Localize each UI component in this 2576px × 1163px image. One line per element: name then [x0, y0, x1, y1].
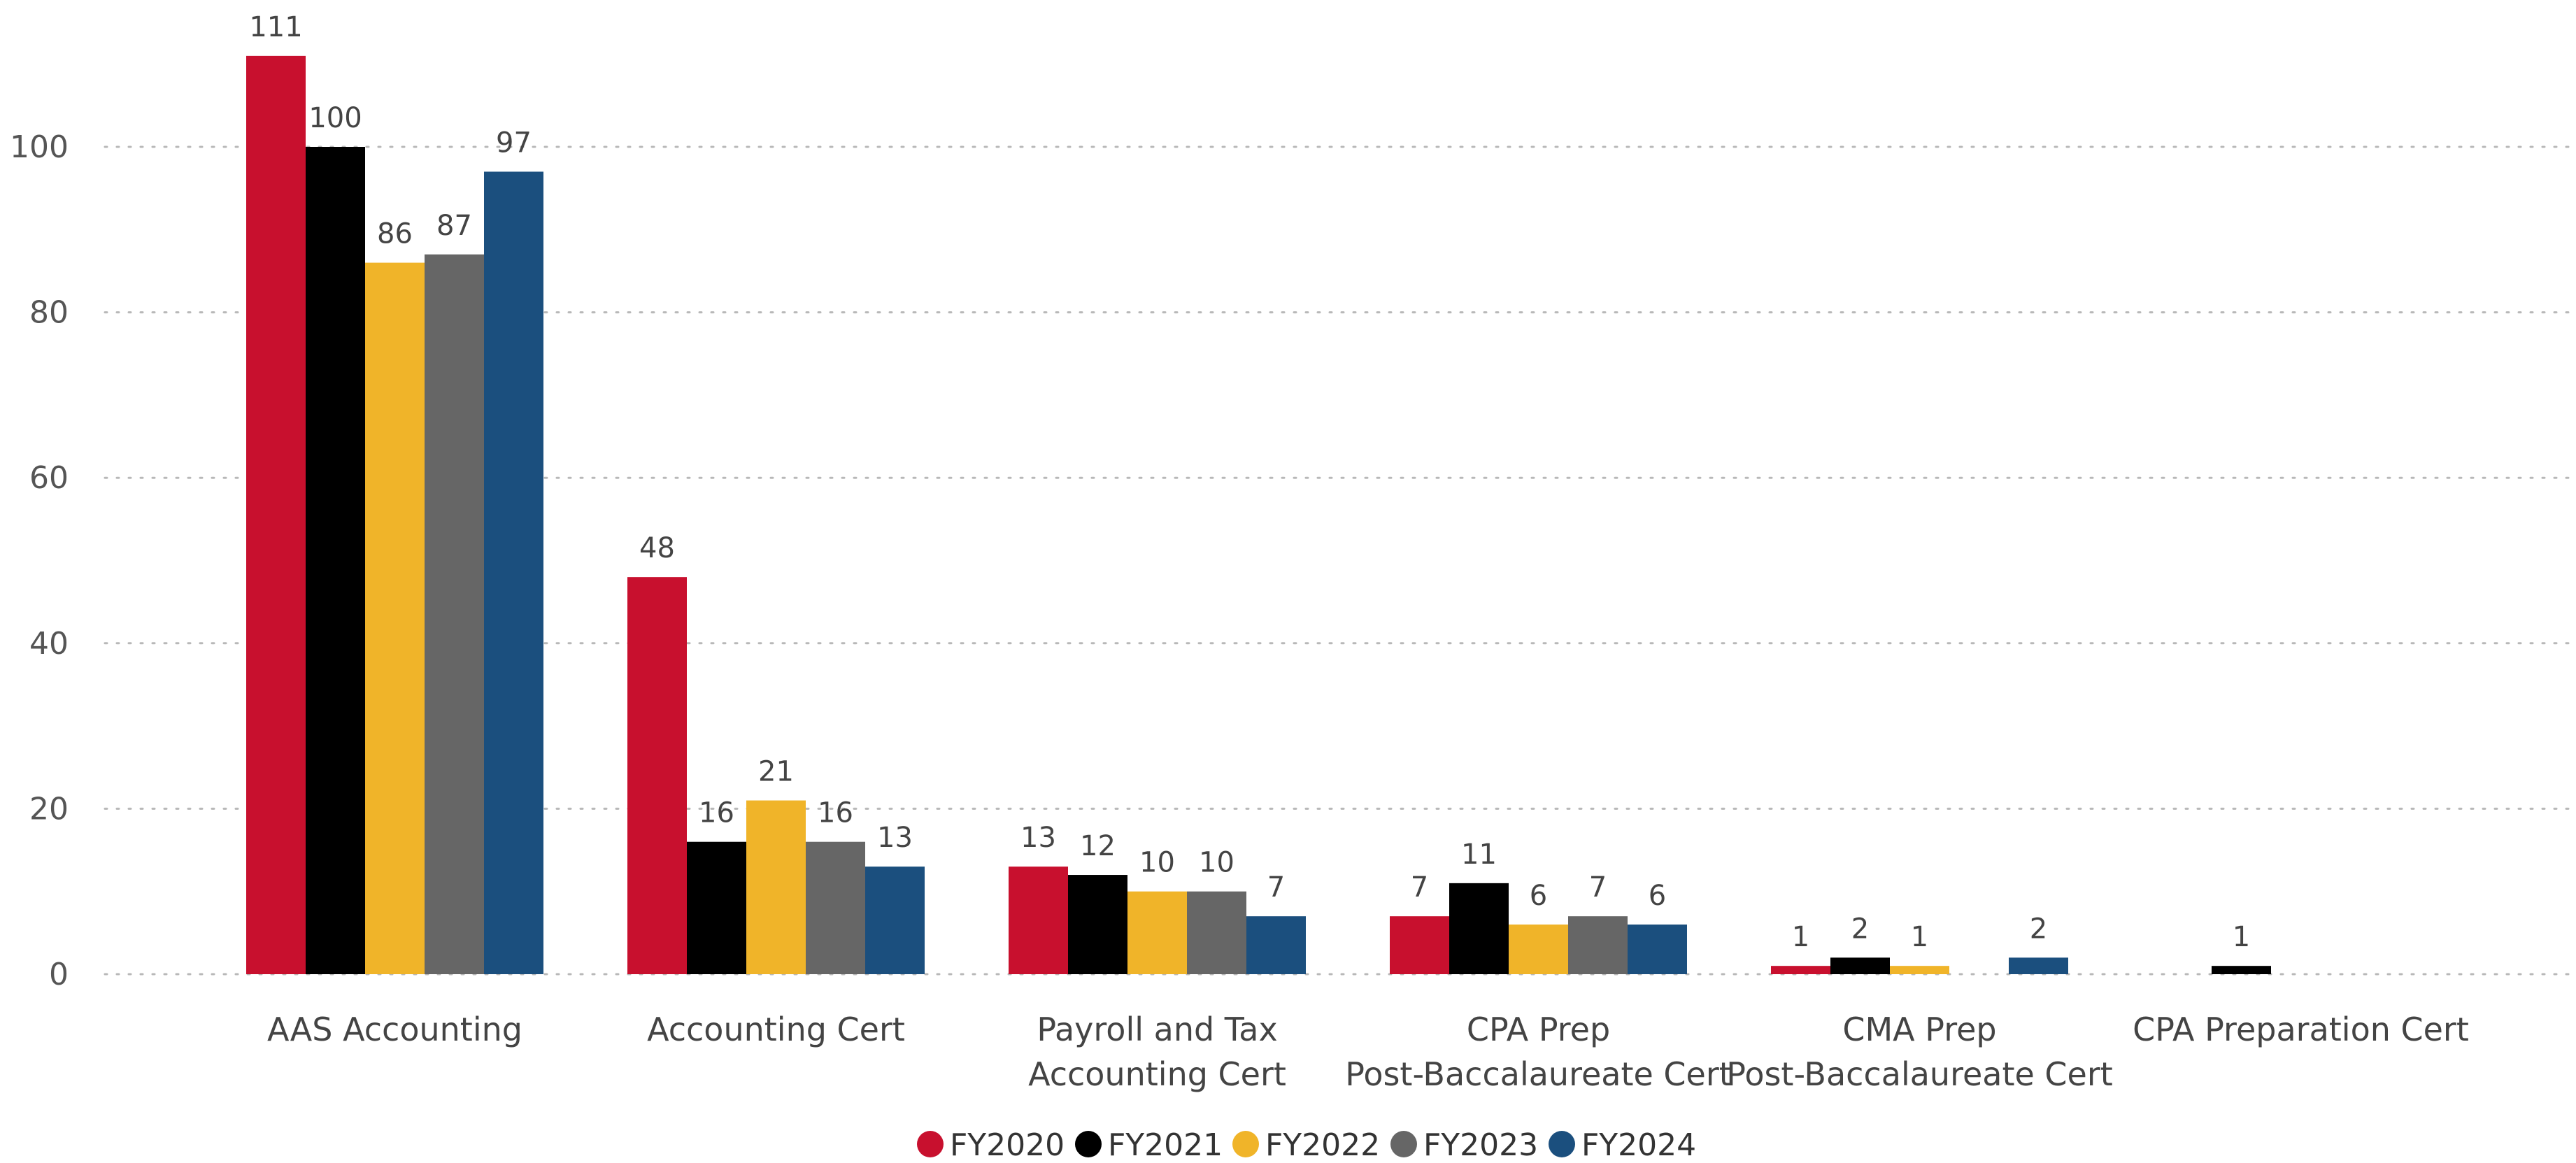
x-category-label: CPA Prep [1467, 1011, 1610, 1048]
x-category-label: Post-Baccalaureate Cert [1726, 1055, 2113, 1093]
data-label: 97 [496, 127, 532, 159]
bar [865, 866, 925, 974]
y-axis-ticks: 0 20 40 60 80 100 [10, 129, 69, 992]
bar [1390, 916, 1449, 974]
y-tick-label: 0 [49, 957, 69, 992]
x-category-label: Accounting Cert [1028, 1055, 1286, 1093]
y-tick-label: 80 [29, 295, 69, 331]
data-label: 7 [1411, 871, 1428, 904]
data-label: 10 [1139, 847, 1175, 879]
data-label: 10 [1199, 847, 1234, 879]
y-tick-label: 100 [10, 129, 69, 165]
legend-marker [1232, 1131, 1259, 1157]
bar [1568, 916, 1628, 974]
bar [806, 841, 865, 974]
data-label: 111 [249, 11, 302, 43]
bar [1890, 966, 1949, 974]
bar [627, 577, 687, 974]
bar [484, 171, 543, 975]
bar [1127, 891, 1187, 974]
bar [306, 147, 365, 974]
data-label: 21 [758, 756, 794, 788]
bar [1449, 883, 1509, 974]
data-label: 7 [1589, 871, 1607, 904]
legend-label: FY2021 [1108, 1127, 1223, 1163]
legend-label: FY2024 [1581, 1127, 1696, 1163]
bar [2009, 957, 2068, 974]
data-label: 2 [2030, 913, 2047, 945]
x-axis-categories: AAS Accounting Accounting Cert Payroll and… [267, 1011, 2469, 1093]
bar [746, 800, 806, 974]
data-label: 6 [1530, 880, 1547, 912]
gridlines [104, 145, 2576, 976]
legend-label: FY2022 [1265, 1127, 1380, 1163]
data-label: 16 [818, 797, 853, 829]
x-category-label: CPA Preparation Cert [2133, 1011, 2469, 1048]
bar [1187, 891, 1246, 974]
bar [425, 254, 484, 974]
bar [246, 55, 306, 975]
data-label: 100 [308, 102, 362, 134]
data-label: 16 [699, 797, 734, 829]
legend-marker [1075, 1131, 1102, 1157]
data-label: 48 [639, 532, 675, 564]
x-category-label: Accounting Cert [647, 1011, 905, 1048]
data-label: 13 [1020, 822, 1056, 854]
bar [1830, 957, 1890, 974]
x-category-label: CMA Prep [1842, 1011, 1996, 1048]
bar [2212, 966, 2271, 974]
x-category-label: AAS Accounting [267, 1011, 522, 1048]
data-label: 1 [1792, 921, 1809, 953]
x-category-label: Post-Baccalaureate Cert [1345, 1055, 1732, 1093]
legend-label: FY2023 [1423, 1127, 1538, 1163]
bar [1771, 966, 1830, 974]
bar [365, 262, 425, 974]
legend-marker [1390, 1131, 1417, 1157]
data-label: 2 [1851, 913, 1869, 945]
bar [1068, 875, 1127, 974]
data-label: 1 [2233, 921, 2250, 953]
bars [246, 55, 2271, 975]
x-category-label: Payroll and Tax [1037, 1011, 1277, 1048]
legend: FY2020 FY2021 FY2022 FY2023 FY2024 [917, 1127, 1696, 1163]
y-tick-label: 60 [29, 460, 69, 496]
legend-label: FY2020 [950, 1127, 1065, 1163]
bar [1246, 916, 1306, 974]
data-label: 12 [1080, 830, 1116, 862]
y-tick-label: 20 [29, 791, 69, 827]
bar [687, 841, 746, 974]
legend-marker [917, 1131, 944, 1157]
y-tick-label: 40 [29, 626, 69, 662]
data-label: 87 [436, 210, 472, 242]
legend-marker [1549, 1131, 1575, 1157]
data-label: 7 [1267, 871, 1285, 904]
bar [1628, 925, 1687, 974]
bar [1009, 866, 1068, 974]
data-label: 11 [1461, 839, 1497, 871]
data-label: 6 [1649, 880, 1666, 912]
bar [1509, 925, 1568, 974]
data-label: 1 [1911, 921, 1928, 953]
data-label: 86 [377, 218, 413, 250]
data-label: 13 [877, 822, 913, 854]
